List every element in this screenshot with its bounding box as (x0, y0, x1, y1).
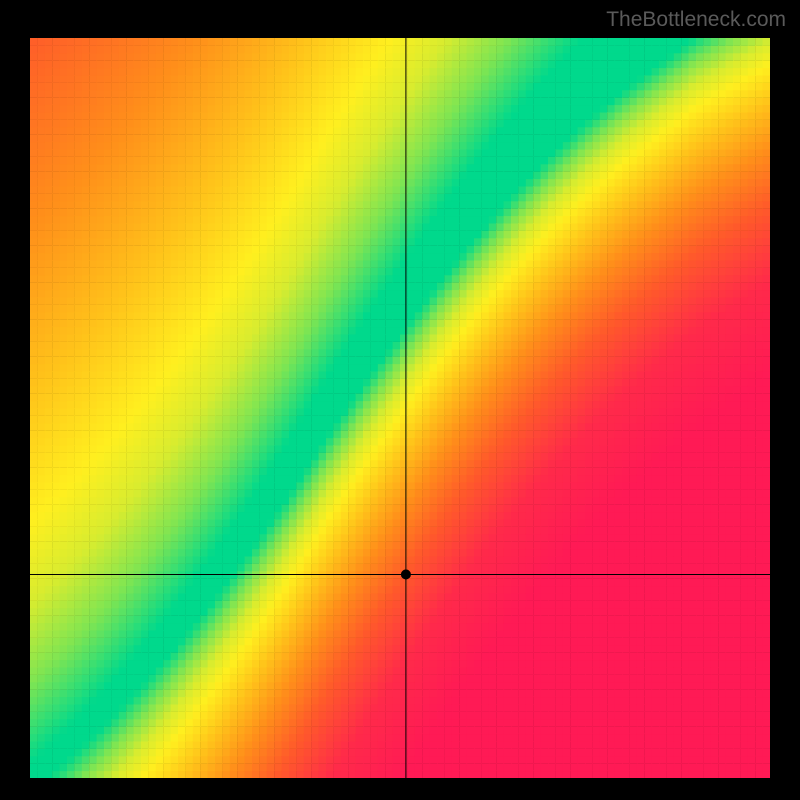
heatmap-canvas (30, 38, 770, 778)
watermark-text: TheBottleneck.com (606, 8, 786, 32)
heatmap-plot (30, 38, 770, 778)
